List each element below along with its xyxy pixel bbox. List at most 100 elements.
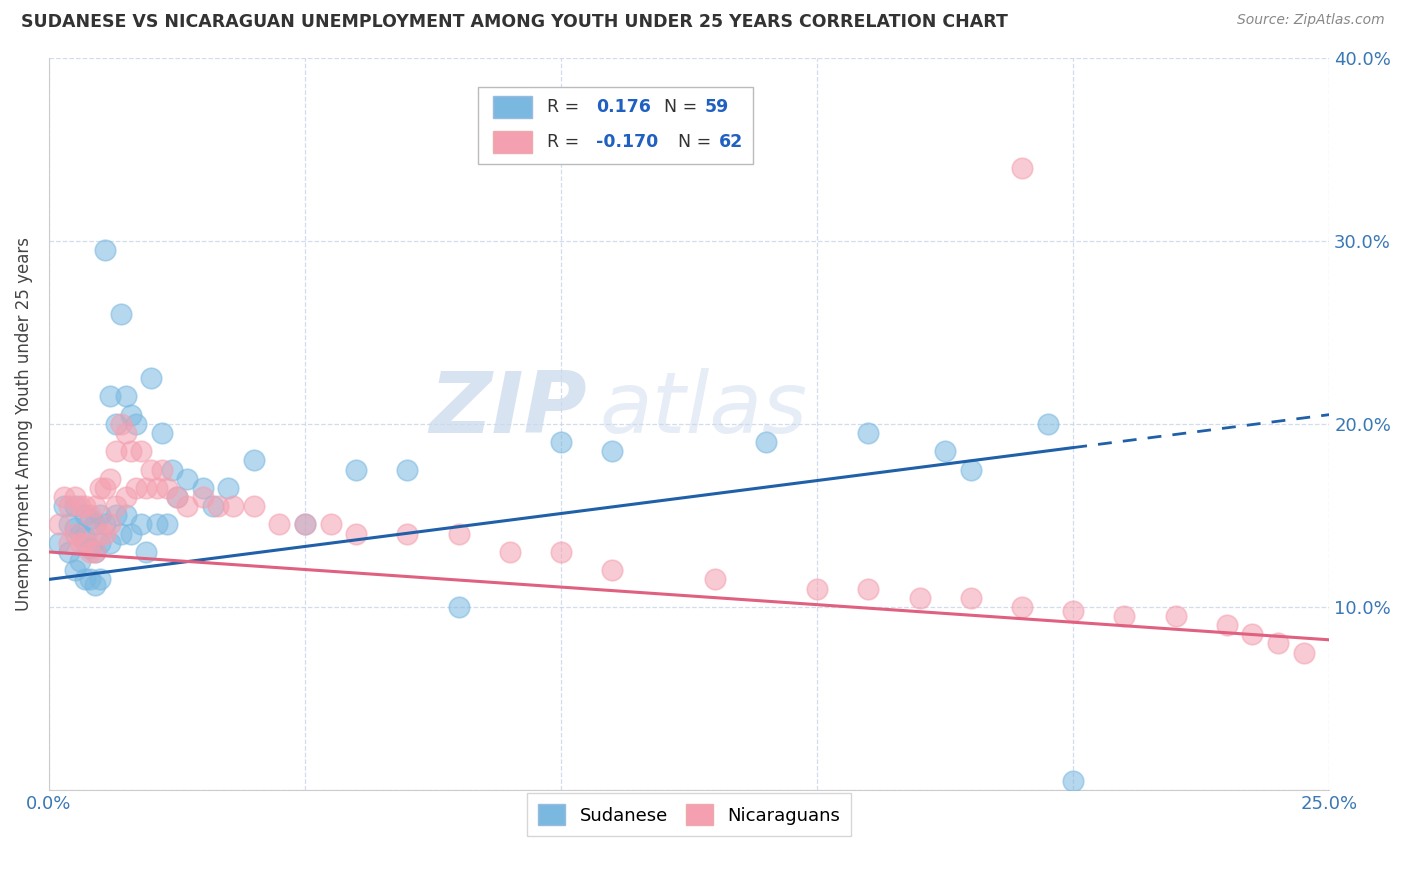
Point — [1216, 618, 1239, 632]
Point — [94, 517, 117, 532]
Point — [53, 490, 76, 504]
Point — [934, 444, 956, 458]
Point — [73, 508, 96, 523]
Point — [1062, 773, 1084, 788]
Point — [114, 425, 136, 440]
Point — [79, 541, 101, 556]
Y-axis label: Unemployment Among Youth under 25 years: Unemployment Among Youth under 25 years — [15, 236, 32, 611]
Point — [69, 536, 91, 550]
Point — [73, 499, 96, 513]
Point — [125, 481, 148, 495]
Point — [58, 545, 80, 559]
Point — [84, 545, 107, 559]
Point — [207, 499, 229, 513]
Point — [294, 517, 316, 532]
Point — [69, 554, 91, 568]
Point — [1164, 609, 1187, 624]
Point — [120, 444, 142, 458]
Point — [447, 599, 470, 614]
Point — [1036, 417, 1059, 431]
Point — [1062, 603, 1084, 617]
Point — [69, 499, 91, 513]
Point — [125, 417, 148, 431]
Point — [104, 508, 127, 523]
Point — [703, 573, 725, 587]
Point — [114, 508, 136, 523]
Point — [858, 582, 880, 596]
Point — [94, 243, 117, 257]
Point — [908, 591, 931, 605]
Point — [58, 517, 80, 532]
Text: R =: R = — [547, 98, 585, 117]
Text: N =: N = — [654, 98, 703, 117]
Point — [110, 526, 132, 541]
Text: -0.170: -0.170 — [596, 133, 658, 151]
Text: atlas: atlas — [599, 368, 807, 450]
Point — [600, 444, 623, 458]
Point — [160, 462, 183, 476]
Point — [217, 481, 239, 495]
Point — [344, 462, 367, 476]
Point — [63, 526, 86, 541]
Point — [156, 481, 179, 495]
Point — [89, 526, 111, 541]
Point — [344, 526, 367, 541]
Point — [294, 517, 316, 532]
Point — [150, 425, 173, 440]
Point — [100, 517, 122, 532]
Point — [396, 526, 419, 541]
Point — [145, 481, 167, 495]
Point — [84, 545, 107, 559]
Point — [89, 573, 111, 587]
Point — [1011, 161, 1033, 175]
Text: 62: 62 — [718, 133, 742, 151]
FancyBboxPatch shape — [494, 131, 531, 153]
Point — [269, 517, 291, 532]
Point — [396, 462, 419, 476]
Point — [319, 517, 342, 532]
Point — [145, 517, 167, 532]
Point — [600, 563, 623, 577]
Point — [120, 526, 142, 541]
Point — [58, 536, 80, 550]
Point — [550, 545, 572, 559]
Point — [156, 517, 179, 532]
Point — [100, 536, 122, 550]
Point — [94, 481, 117, 495]
Point — [243, 499, 266, 513]
Point — [79, 512, 101, 526]
Point — [48, 536, 70, 550]
Text: 59: 59 — [704, 98, 728, 117]
Point — [499, 545, 522, 559]
Point — [176, 472, 198, 486]
Point — [79, 508, 101, 523]
Point — [104, 444, 127, 458]
Point — [63, 490, 86, 504]
Point — [141, 462, 163, 476]
Point — [48, 517, 70, 532]
Point — [1011, 599, 1033, 614]
Point — [100, 472, 122, 486]
Point — [104, 417, 127, 431]
Text: N =: N = — [668, 133, 717, 151]
Point — [69, 526, 91, 541]
Point — [959, 591, 981, 605]
Point — [166, 490, 188, 504]
Point — [129, 517, 152, 532]
Point — [135, 481, 157, 495]
Text: ZIP: ZIP — [429, 368, 586, 450]
Point — [84, 517, 107, 532]
Point — [110, 417, 132, 431]
Point — [89, 536, 111, 550]
Point — [89, 508, 111, 523]
Point — [141, 371, 163, 385]
Text: R =: R = — [547, 133, 585, 151]
Point — [114, 389, 136, 403]
Point — [150, 462, 173, 476]
Point — [806, 582, 828, 596]
Point — [176, 499, 198, 513]
Point — [135, 545, 157, 559]
Point — [959, 462, 981, 476]
Point — [114, 490, 136, 504]
Text: SUDANESE VS NICARAGUAN UNEMPLOYMENT AMONG YOUTH UNDER 25 YEARS CORRELATION CHART: SUDANESE VS NICARAGUAN UNEMPLOYMENT AMON… — [21, 13, 1008, 31]
